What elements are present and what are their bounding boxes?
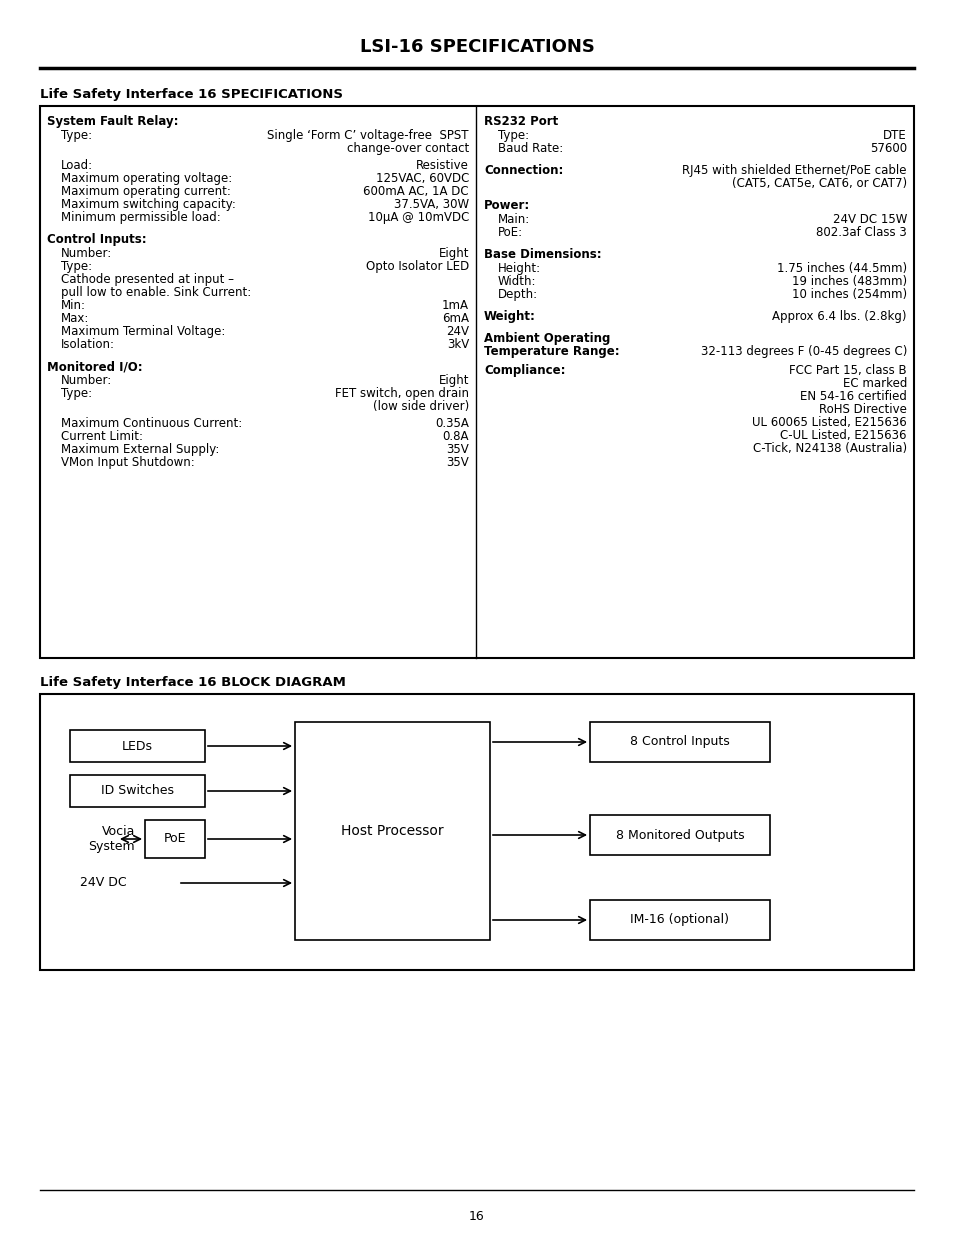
Bar [70, 730, 205, 762]
Text: 24V DC 15W: 24V DC 15W [832, 212, 906, 226]
Bar [589, 815, 769, 855]
Text: Maximum operating current:: Maximum operating current: [61, 185, 231, 198]
Text: Monitored I/O:: Monitored I/O: [47, 359, 143, 373]
Text: Current Limit:: Current Limit: [61, 430, 143, 443]
Text: Width:: Width: [497, 275, 536, 288]
Text: 125VAC, 60VDC: 125VAC, 60VDC [375, 172, 469, 185]
Text: 16: 16 [469, 1210, 484, 1223]
Text: Cathode presented at input –: Cathode presented at input – [61, 273, 233, 287]
Bar [145, 820, 205, 858]
Text: 6mA: 6mA [441, 312, 469, 325]
Text: 0.8A: 0.8A [442, 430, 469, 443]
Text: Maximum switching capacity:: Maximum switching capacity: [61, 198, 235, 211]
Text: Eight: Eight [438, 374, 469, 387]
Text: Life Safety Interface 16 SPECIFICATIONS: Life Safety Interface 16 SPECIFICATIONS [40, 88, 343, 101]
Text: pull low to enable. Sink Current:: pull low to enable. Sink Current: [61, 287, 251, 299]
Text: Maximum Terminal Voltage:: Maximum Terminal Voltage: [61, 325, 225, 338]
Text: 10 inches (254mm): 10 inches (254mm) [791, 288, 906, 301]
Text: Depth:: Depth: [497, 288, 537, 301]
Text: Temperature Range:: Temperature Range: [483, 345, 619, 358]
Text: Min:: Min: [61, 299, 86, 312]
Text: (low side driver): (low side driver) [373, 400, 469, 412]
Text: 3kV: 3kV [446, 338, 469, 351]
Bar [40, 694, 913, 969]
Text: ID Switches: ID Switches [101, 784, 173, 798]
Text: DTE: DTE [882, 128, 906, 142]
Text: Type:: Type: [61, 261, 92, 273]
Bar [294, 722, 490, 940]
Text: RJ45 with shielded Ethernet/PoE cable: RJ45 with shielded Ethernet/PoE cable [681, 164, 906, 177]
Text: Opto Isolator LED: Opto Isolator LED [365, 261, 469, 273]
Text: Type:: Type: [61, 128, 92, 142]
Text: IM-16 (optional): IM-16 (optional) [630, 914, 729, 926]
Text: 32-113 degrees F (0-45 degrees C): 32-113 degrees F (0-45 degrees C) [700, 345, 906, 358]
Text: 37.5VA, 30W: 37.5VA, 30W [394, 198, 469, 211]
Text: 0.35A: 0.35A [435, 417, 469, 430]
Text: Main:: Main: [497, 212, 530, 226]
Text: C-UL Listed, E215636: C-UL Listed, E215636 [780, 429, 906, 442]
Text: 24V: 24V [446, 325, 469, 338]
Text: Type:: Type: [61, 387, 92, 400]
Text: VMon Input Shutdown:: VMon Input Shutdown: [61, 456, 194, 469]
Text: Power:: Power: [483, 199, 530, 212]
Text: 802.3af Class 3: 802.3af Class 3 [816, 226, 906, 240]
Text: Approx 6.4 lbs. (2.8kg): Approx 6.4 lbs. (2.8kg) [772, 310, 906, 324]
Text: Control Inputs:: Control Inputs: [47, 233, 147, 246]
Text: Type:: Type: [497, 128, 529, 142]
Text: 35V: 35V [446, 443, 469, 456]
Bar [70, 776, 205, 806]
Text: Compliance:: Compliance: [483, 364, 565, 377]
Text: Maximum operating voltage:: Maximum operating voltage: [61, 172, 232, 185]
Text: (CAT5, CAT5e, CAT6, or CAT7): (CAT5, CAT5e, CAT6, or CAT7) [731, 177, 906, 190]
Text: Vocia
System: Vocia System [89, 825, 135, 853]
Bar [40, 106, 913, 658]
Text: Maximum Continuous Current:: Maximum Continuous Current: [61, 417, 242, 430]
Text: Ambient Operating: Ambient Operating [483, 332, 610, 345]
Text: RS232 Port: RS232 Port [483, 115, 558, 128]
Text: Number:: Number: [61, 374, 112, 387]
Text: Isolation:: Isolation: [61, 338, 115, 351]
Text: 600mA AC, 1A DC: 600mA AC, 1A DC [363, 185, 469, 198]
Text: Base Dimensions:: Base Dimensions: [483, 248, 601, 261]
Text: Life Safety Interface 16 BLOCK DIAGRAM: Life Safety Interface 16 BLOCK DIAGRAM [40, 676, 346, 689]
Text: 8 Control Inputs: 8 Control Inputs [630, 736, 729, 748]
Text: EC marked: EC marked [841, 377, 906, 390]
Text: Single ‘Form C’ voltage-free  SPST: Single ‘Form C’ voltage-free SPST [267, 128, 469, 142]
Text: 1.75 inches (44.5mm): 1.75 inches (44.5mm) [776, 262, 906, 275]
Text: LEDs: LEDs [122, 740, 152, 752]
Text: Eight: Eight [438, 247, 469, 261]
Text: PoE: PoE [164, 832, 186, 846]
Bar [589, 900, 769, 940]
Text: Minimum permissible load:: Minimum permissible load: [61, 211, 220, 224]
Text: 8 Monitored Outputs: 8 Monitored Outputs [615, 829, 743, 841]
Text: 24V DC: 24V DC [80, 877, 127, 889]
Text: System Fault Relay:: System Fault Relay: [47, 115, 178, 128]
Text: 57600: 57600 [869, 142, 906, 156]
Text: 10μA @ 10mVDC: 10μA @ 10mVDC [367, 211, 469, 224]
Text: EN 54-16 certified: EN 54-16 certified [800, 390, 906, 403]
Text: FET switch, open drain: FET switch, open drain [335, 387, 469, 400]
Text: Height:: Height: [497, 262, 540, 275]
Text: Host Processor: Host Processor [341, 824, 443, 839]
Text: Maximum External Supply:: Maximum External Supply: [61, 443, 219, 456]
Text: 35V: 35V [446, 456, 469, 469]
Text: C-Tick, N24138 (Australia): C-Tick, N24138 (Australia) [752, 442, 906, 454]
Text: 19 inches (483mm): 19 inches (483mm) [791, 275, 906, 288]
Text: Load:: Load: [61, 159, 93, 172]
Text: 1mA: 1mA [441, 299, 469, 312]
Text: Resistive: Resistive [416, 159, 469, 172]
Text: RoHS Directive: RoHS Directive [819, 403, 906, 416]
Text: FCC Part 15, class B: FCC Part 15, class B [788, 364, 906, 377]
Text: LSI-16 SPECIFICATIONS: LSI-16 SPECIFICATIONS [359, 38, 594, 56]
Text: PoE:: PoE: [497, 226, 522, 240]
Text: Weight:: Weight: [483, 310, 536, 324]
Text: Number:: Number: [61, 247, 112, 261]
Text: UL 60065 Listed, E215636: UL 60065 Listed, E215636 [752, 416, 906, 429]
Bar [589, 722, 769, 762]
Text: change-over contact: change-over contact [346, 142, 469, 156]
Text: Max:: Max: [61, 312, 90, 325]
Text: Connection:: Connection: [483, 164, 563, 177]
Text: Baud Rate:: Baud Rate: [497, 142, 562, 156]
